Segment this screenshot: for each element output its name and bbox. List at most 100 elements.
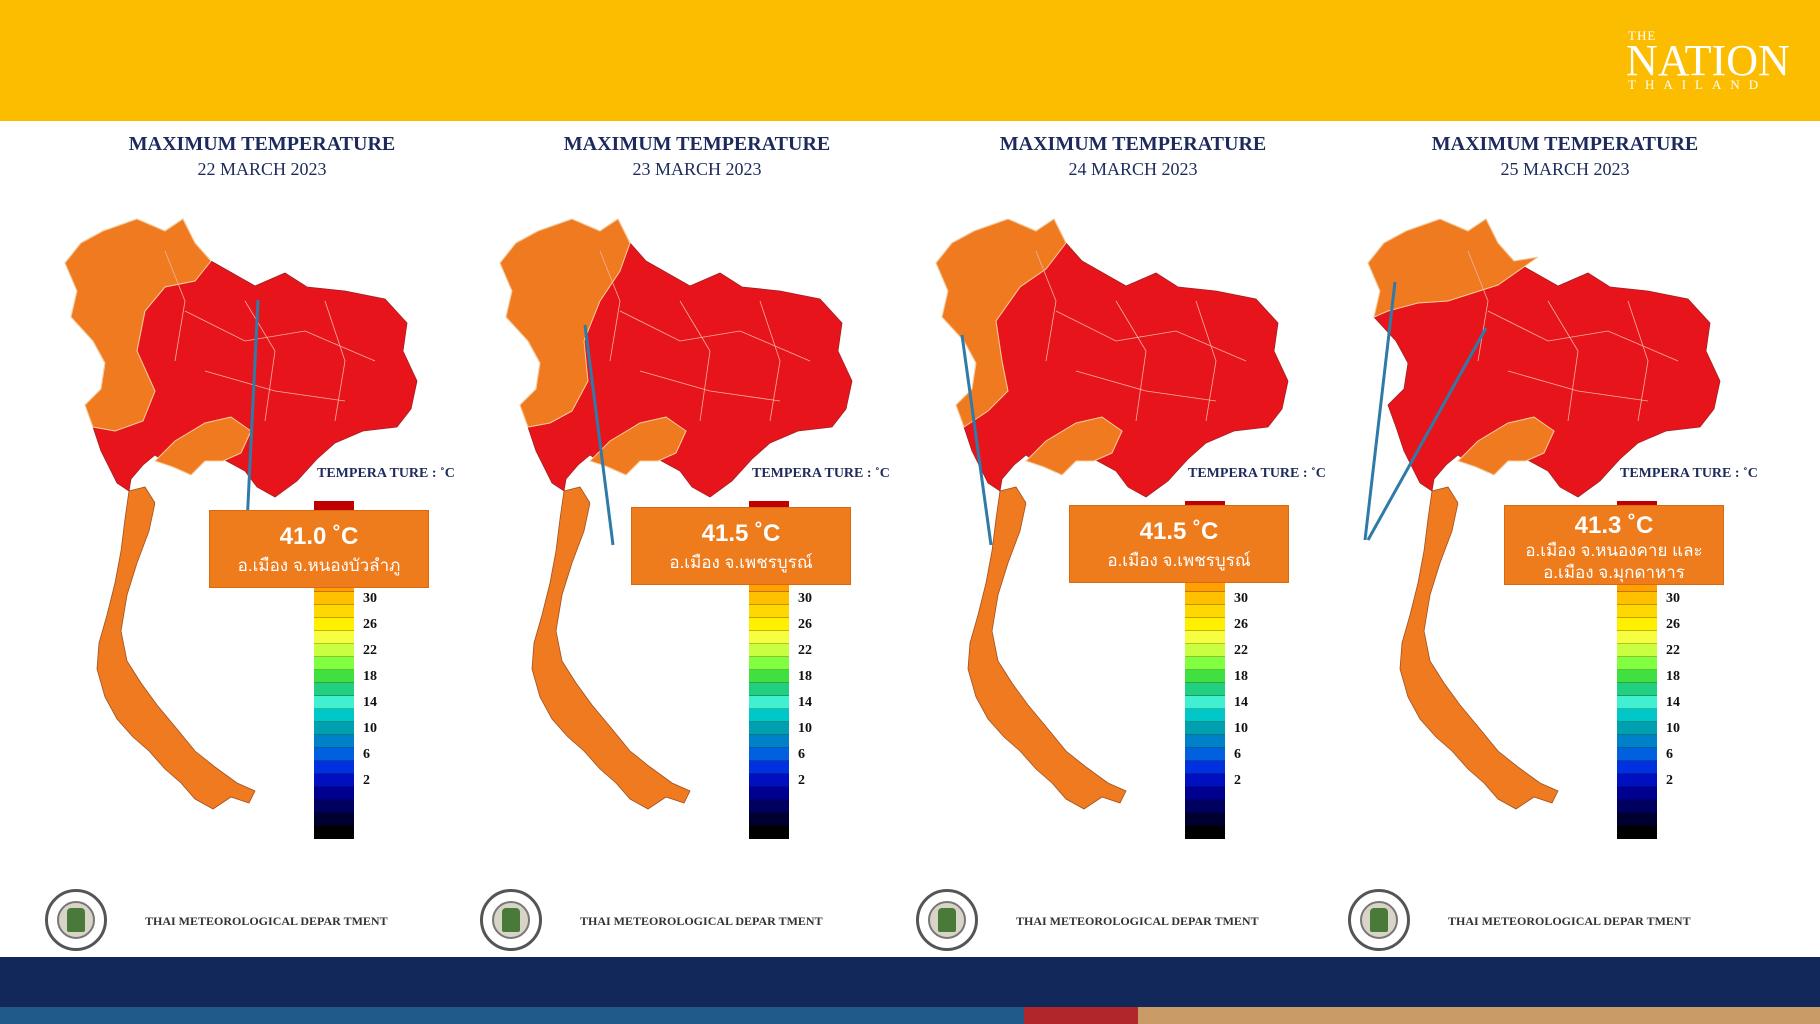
province-boundary [1507, 370, 1649, 402]
scale-cell [1185, 722, 1225, 735]
scale-cell [749, 631, 789, 644]
scale-cell [1185, 761, 1225, 774]
scale-cell [749, 696, 789, 709]
map-title: MAXIMUM TEMPERATURE [563, 133, 831, 155]
scale-cell [749, 787, 789, 800]
central-warm-zone [589, 416, 687, 476]
scale-cell [1185, 709, 1225, 722]
scale-cell [1617, 618, 1657, 631]
source-department: THAI METEOROLOGICAL DEPAR TMENT [580, 914, 823, 928]
temperature-map-panel: MAXIMUM TEMPERATURE 25 MARCH 2023 TEMPERA … [1348, 121, 1782, 957]
scale-tick-label: 14 [363, 695, 377, 710]
scale-tick-label: 2 [798, 773, 805, 788]
scale-tick-label: 30 [363, 591, 377, 606]
scale-cell [749, 683, 789, 696]
temperature-color-scale [749, 501, 789, 839]
map-title: MAXIMUM TEMPERATURE [1431, 133, 1699, 155]
scale-tick-label: 6 [1666, 747, 1673, 762]
scale-cell [1617, 657, 1657, 670]
scale-tick-label: 14 [1234, 695, 1248, 710]
north-warm-zone [499, 218, 631, 428]
callout-temperature: 41.5 ˚C [701, 520, 781, 547]
source-department: THAI METEOROLOGICAL DEPAR TMENT [1448, 914, 1691, 928]
logo-nation: NATION [1626, 36, 1790, 85]
province-boundary [244, 300, 276, 422]
legend-title: TEMPERA TURE : ˚C [317, 466, 455, 481]
scale-cell [749, 670, 789, 683]
scale-cell [1617, 696, 1657, 709]
scale-cell [1617, 735, 1657, 748]
scale-tick-label: 22 [1234, 643, 1248, 658]
scale-cell [314, 605, 354, 618]
scale-cell [749, 657, 789, 670]
legend-title: TEMPERA TURE : ˚C [1188, 466, 1326, 481]
north-warm-zone [935, 218, 1067, 428]
scale-cell [314, 761, 354, 774]
scale-cell [749, 748, 789, 761]
max-temperature-callout: 41.5 ˚C อ.เมือง จ.เพชรบูรณ์ [1070, 506, 1288, 582]
scale-cell [1185, 618, 1225, 631]
scale-cell [314, 631, 354, 644]
scale-cell [1617, 748, 1657, 761]
callout-location: อ.เมือง จ.เพชรบูรณ์ [1107, 551, 1251, 570]
scale-cell [314, 748, 354, 761]
scale-tick-label: 26 [798, 617, 812, 632]
scale-cell [1185, 644, 1225, 657]
scale-tick-label: 6 [363, 747, 370, 762]
scale-cell [314, 644, 354, 657]
scale-cell [314, 787, 354, 800]
central-warm-zone [1457, 416, 1555, 476]
logo-thailand: THAILAND [1628, 77, 1768, 92]
scale-cell [749, 722, 789, 735]
max-temperature-callout: 41.5 ˚C อ.เมือง จ.เพชรบูรณ์ [632, 508, 850, 584]
province-boundary [639, 370, 781, 402]
callout-pointer-line [960, 334, 993, 546]
max-temperature-callout: 41.0 ˚C อ.เมือง จ.หนองบัวลำภู [210, 511, 428, 587]
max-temperature-callout: 41.3 ˚C อ.เมือง จ.หนองคาย และ อ.เมือง จ.มุ… [1505, 506, 1723, 584]
scale-cell [1617, 631, 1657, 644]
scale-cell [1617, 605, 1657, 618]
scale-tick-label: 14 [1666, 695, 1680, 710]
map-title: MAXIMUM TEMPERATURE [999, 133, 1267, 155]
scale-cell [314, 696, 354, 709]
scale-cell [749, 618, 789, 631]
province-boundary [1075, 370, 1217, 402]
legend-title: TEMPERA TURE : ˚C [752, 466, 890, 481]
scale-tick-label: 22 [363, 643, 377, 658]
nation-thailand-logo: THE NATION THAILAND [1624, 24, 1794, 96]
scale-cell [314, 774, 354, 787]
scale-cell [749, 826, 789, 839]
scale-cell [314, 813, 354, 826]
tmd-seal-logo [1348, 889, 1410, 951]
province-boundary [164, 250, 186, 362]
southern-region [967, 486, 1127, 810]
map-date: 25 MARCH 2023 [1500, 159, 1630, 179]
province-boundary [1467, 250, 1489, 362]
scale-cell [1617, 644, 1657, 657]
scale-cell [1617, 774, 1657, 787]
callout-pointer-line [1363, 281, 1397, 541]
scale-tick-label: 10 [363, 721, 377, 736]
map-date: 23 MARCH 2023 [632, 159, 762, 179]
callout-temperature: 41.0 ˚C [279, 523, 359, 550]
callout-location: อ.เมือง จ.หนองคาย และ [1525, 541, 1703, 560]
scale-cell [1617, 722, 1657, 735]
scale-cell [1617, 813, 1657, 826]
scale-cell [314, 657, 354, 670]
scale-cell [1185, 579, 1225, 592]
source-department: THAI METEOROLOGICAL DEPAR TMENT [145, 914, 388, 928]
province-boundary [1035, 250, 1057, 362]
scale-cell [314, 800, 354, 813]
temperature-map-panel: MAXIMUM TEMPERATURE 22 MARCH 2023 TEMPERA … [45, 121, 479, 957]
scale-tick-label: 30 [1234, 591, 1248, 606]
scale-cell [1185, 657, 1225, 670]
scale-tick-label: 26 [1666, 617, 1680, 632]
province-boundary [1195, 300, 1217, 422]
scale-cell [314, 683, 354, 696]
scale-cell [749, 774, 789, 787]
callout-temperature: 41.5 ˚C [1139, 518, 1219, 545]
scale-tick-label: 26 [1234, 617, 1248, 632]
scale-cell [314, 826, 354, 839]
province-boundary [1547, 300, 1579, 422]
scale-cell [749, 800, 789, 813]
